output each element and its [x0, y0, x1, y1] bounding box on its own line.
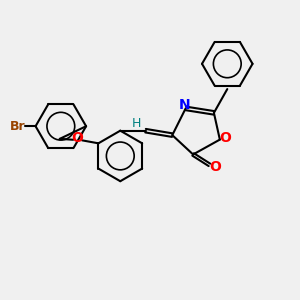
- Text: O: O: [219, 131, 231, 145]
- Text: O: O: [209, 160, 221, 174]
- Text: N: N: [178, 98, 190, 112]
- Text: Br: Br: [10, 120, 26, 133]
- Text: O: O: [72, 131, 83, 145]
- Text: H: H: [132, 117, 141, 130]
